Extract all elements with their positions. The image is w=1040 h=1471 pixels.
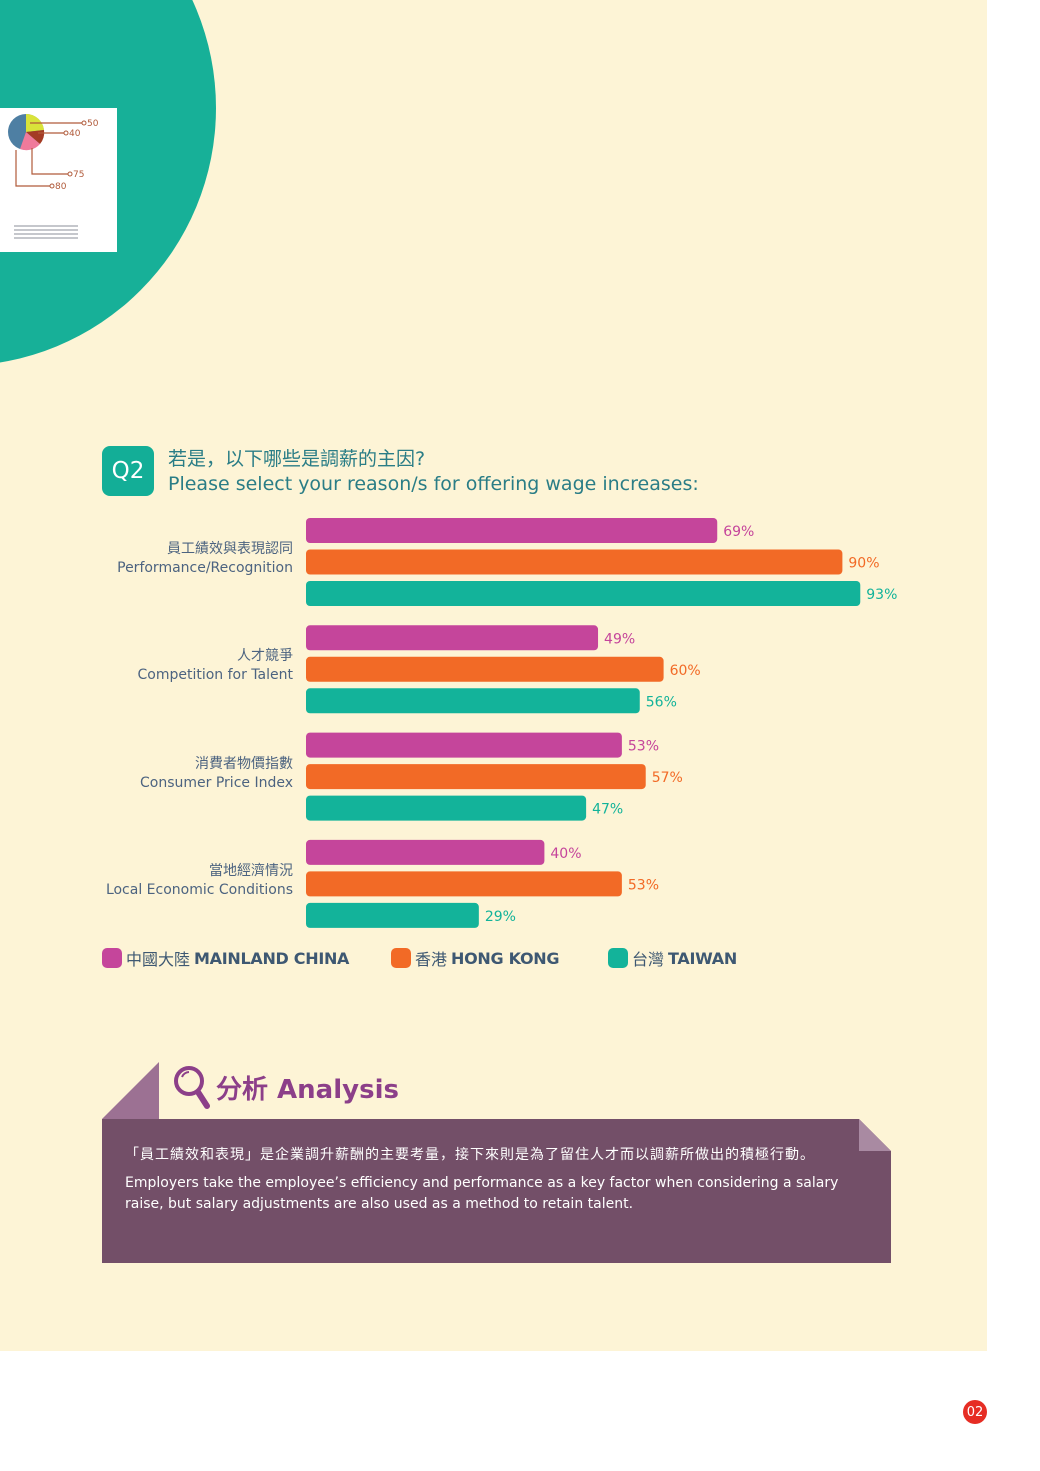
- legend-item-mainland-china: 中國大陸 MAINLAND CHINA: [102, 947, 349, 969]
- bar-mainland-china-local-economic-conditions: [306, 839, 545, 865]
- category-label-competition-for-talent: 人才競爭 Competition for Talent: [137, 647, 293, 685]
- bar-hong-kong-consumer-price-index: [306, 764, 646, 790]
- data-label-hong-kong-consumer-price-index: 57%: [652, 770, 683, 786]
- analysis-text-zh: 「員工績效和表現」是企業調升薪酬的主要考量，接下來則是為了留住人才而以調薪所做出…: [125, 1147, 815, 1163]
- category-label-consumer-price-index: 消費者物價指數 Consumer Price Index: [140, 755, 293, 793]
- category-label-local-economic-conditions: 當地經濟情況 Local Economic Conditions: [106, 862, 293, 900]
- data-label-taiwan-performance-recognition: 93%: [866, 587, 897, 603]
- category-label-en: Local Economic Conditions: [105, 881, 293, 898]
- category-label-zh: 消費者物價指數: [195, 755, 293, 772]
- data-label-mainland-china-local-economic-conditions: 40%: [550, 846, 581, 862]
- data-label-hong-kong-performance-recognition: 90%: [848, 556, 879, 572]
- legend-swatch-mainland-china: [102, 948, 122, 968]
- legend-label-zh: 香港: [415, 950, 448, 969]
- analysis-box: 「員工績效和表現」是企業調升薪酬的主要考量，接下來則是為了留住人才而以調薪所做出…: [102, 1119, 891, 1263]
- question-text-en: Please select your reason/s for offering…: [168, 473, 699, 495]
- bar-taiwan-performance-recognition: [306, 581, 861, 606]
- analysis-heading: 分析 Analysis: [172, 1063, 399, 1111]
- legend-swatch-taiwan: [608, 948, 628, 968]
- analysis-tab-decoration: [102, 1062, 159, 1119]
- category-label-zh: 當地經濟情況: [209, 862, 293, 879]
- legend-label-zh: 中國大陸: [126, 950, 191, 969]
- data-label-mainland-china-consumer-price-index: 53%: [628, 739, 659, 755]
- category-label-zh: 人才競爭: [237, 648, 293, 665]
- category-label-zh: 員工績效與表現認同: [167, 541, 293, 557]
- card-label-40: 40: [69, 129, 81, 139]
- legend-swatch-hong-kong: [391, 948, 411, 968]
- data-label-mainland-china-performance-recognition: 69%: [723, 524, 754, 540]
- bar-taiwan-competition-for-talent: [306, 688, 640, 714]
- category-label-en: Competition for Talent: [137, 667, 293, 684]
- bar-taiwan-consumer-price-index: [306, 795, 587, 821]
- page-number: 02: [963, 1400, 987, 1424]
- bar-hong-kong-competition-for-talent: [306, 656, 664, 682]
- data-label-taiwan-consumer-price-index: 47%: [592, 802, 623, 818]
- category-label-en: Consumer Price Index: [140, 774, 293, 791]
- analysis-title: 分析 Analysis: [216, 1074, 399, 1105]
- legend-label-zh: 台灣: [632, 950, 665, 969]
- card-label-75: 75: [73, 170, 84, 180]
- data-label-taiwan-competition-for-talent: 56%: [646, 694, 677, 710]
- category-label-en: Performance/Recognition: [117, 560, 293, 576]
- legend-item-taiwan: 台灣 TAIWAN: [608, 947, 737, 969]
- card-label-80: 80: [55, 182, 67, 192]
- data-label-mainland-china-competition-for-talent: 49%: [604, 631, 635, 647]
- data-label-hong-kong-competition-for-talent: 60%: [670, 663, 701, 679]
- bar-mainland-china-competition-for-talent: [306, 625, 599, 651]
- bar-mainland-china-performance-recognition: [306, 518, 718, 543]
- bar-hong-kong-local-economic-conditions: [306, 871, 622, 897]
- bar-hong-kong-performance-recognition: [306, 549, 843, 575]
- question-badge: Q2: [102, 446, 154, 496]
- legend-label-en: MAINLAND CHINA: [194, 948, 350, 968]
- category-label-performance-recognition: 員工績效與表現認同 Performance/Recognition: [117, 540, 293, 578]
- report-card-illustration: 50 40 75 80: [0, 108, 117, 252]
- data-label-taiwan-local-economic-conditions: 29%: [485, 909, 516, 925]
- bar-taiwan-local-economic-conditions: [306, 902, 479, 928]
- magnifier-icon: [174, 1066, 210, 1109]
- legend-item-hong-kong: 香港 HONG KONG: [391, 947, 560, 969]
- question-text-zh: 若是，以下哪些是調薪的主因?: [168, 448, 426, 470]
- data-label-hong-kong-local-economic-conditions: 53%: [628, 877, 659, 893]
- pie-chart-icon: 50 40 75 80: [8, 113, 99, 239]
- analysis-text-en: Employers take the employee’s efficiency…: [125, 1175, 839, 1212]
- legend-label-en: HONG KONG: [451, 948, 560, 968]
- legend-label-en: TAIWAN: [668, 948, 737, 968]
- folded-corner-decoration: [859, 1119, 891, 1151]
- bar-mainland-china-consumer-price-index: [306, 732, 622, 758]
- card-label-50: 50: [87, 119, 99, 129]
